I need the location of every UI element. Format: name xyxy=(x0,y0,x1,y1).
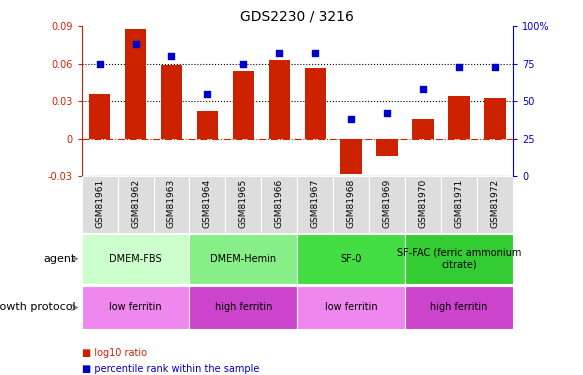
Point xyxy=(311,50,320,56)
FancyBboxPatch shape xyxy=(226,176,261,232)
Text: low ferritin: low ferritin xyxy=(325,303,378,312)
Bar xyxy=(125,29,146,139)
FancyBboxPatch shape xyxy=(189,176,226,232)
Text: SF-0: SF-0 xyxy=(340,254,362,264)
Text: SF-FAC (ferric ammonium
citrate): SF-FAC (ferric ammonium citrate) xyxy=(397,248,521,270)
Text: growth protocol: growth protocol xyxy=(0,303,76,312)
Text: GSM81971: GSM81971 xyxy=(455,179,463,228)
Text: agent: agent xyxy=(43,254,76,264)
Title: GDS2230 / 3216: GDS2230 / 3216 xyxy=(240,10,354,24)
Bar xyxy=(196,111,218,139)
Bar xyxy=(448,96,470,139)
Text: ■ percentile rank within the sample: ■ percentile rank within the sample xyxy=(82,364,259,374)
FancyBboxPatch shape xyxy=(118,176,153,232)
Bar xyxy=(89,94,110,139)
Text: GSM81961: GSM81961 xyxy=(95,179,104,228)
Text: ■ log10 ratio: ■ log10 ratio xyxy=(82,348,146,357)
Text: high ferritin: high ferritin xyxy=(430,303,488,312)
Text: GSM81970: GSM81970 xyxy=(419,179,428,228)
Point xyxy=(346,116,356,122)
FancyBboxPatch shape xyxy=(333,176,369,232)
Bar xyxy=(412,119,434,139)
Text: DMEM-Hemin: DMEM-Hemin xyxy=(210,254,276,264)
FancyBboxPatch shape xyxy=(82,286,189,329)
FancyBboxPatch shape xyxy=(189,286,297,329)
Point xyxy=(131,41,140,47)
Point xyxy=(167,53,176,59)
Point xyxy=(382,110,392,116)
FancyBboxPatch shape xyxy=(82,176,118,232)
Bar xyxy=(377,139,398,156)
Bar xyxy=(233,71,254,139)
Point xyxy=(275,50,284,56)
Text: high ferritin: high ferritin xyxy=(215,303,272,312)
FancyBboxPatch shape xyxy=(189,234,297,284)
Point xyxy=(490,64,500,70)
Point xyxy=(203,91,212,97)
FancyBboxPatch shape xyxy=(153,176,189,232)
Text: GSM81969: GSM81969 xyxy=(382,179,392,228)
FancyBboxPatch shape xyxy=(297,286,405,329)
FancyBboxPatch shape xyxy=(261,176,297,232)
FancyBboxPatch shape xyxy=(441,176,477,232)
Bar xyxy=(269,60,290,139)
Point xyxy=(95,61,104,67)
Bar xyxy=(304,68,326,139)
Bar xyxy=(161,65,182,139)
FancyBboxPatch shape xyxy=(369,176,405,232)
FancyBboxPatch shape xyxy=(405,234,513,284)
Text: GSM81966: GSM81966 xyxy=(275,179,284,228)
FancyBboxPatch shape xyxy=(477,176,513,232)
FancyBboxPatch shape xyxy=(405,176,441,232)
Text: GSM81972: GSM81972 xyxy=(490,179,500,228)
Text: GSM81963: GSM81963 xyxy=(167,179,176,228)
Text: low ferritin: low ferritin xyxy=(109,303,162,312)
FancyBboxPatch shape xyxy=(297,234,405,284)
Text: GSM81965: GSM81965 xyxy=(239,179,248,228)
FancyBboxPatch shape xyxy=(405,286,513,329)
Bar xyxy=(484,98,506,139)
Text: DMEM-FBS: DMEM-FBS xyxy=(109,254,162,264)
FancyBboxPatch shape xyxy=(82,234,189,284)
Bar xyxy=(340,139,362,174)
Text: GSM81962: GSM81962 xyxy=(131,179,140,228)
Point xyxy=(238,61,248,67)
Point xyxy=(454,64,463,70)
Point xyxy=(419,86,428,92)
Text: GSM81968: GSM81968 xyxy=(347,179,356,228)
Text: GSM81967: GSM81967 xyxy=(311,179,320,228)
Text: GSM81964: GSM81964 xyxy=(203,179,212,228)
FancyBboxPatch shape xyxy=(297,176,333,232)
